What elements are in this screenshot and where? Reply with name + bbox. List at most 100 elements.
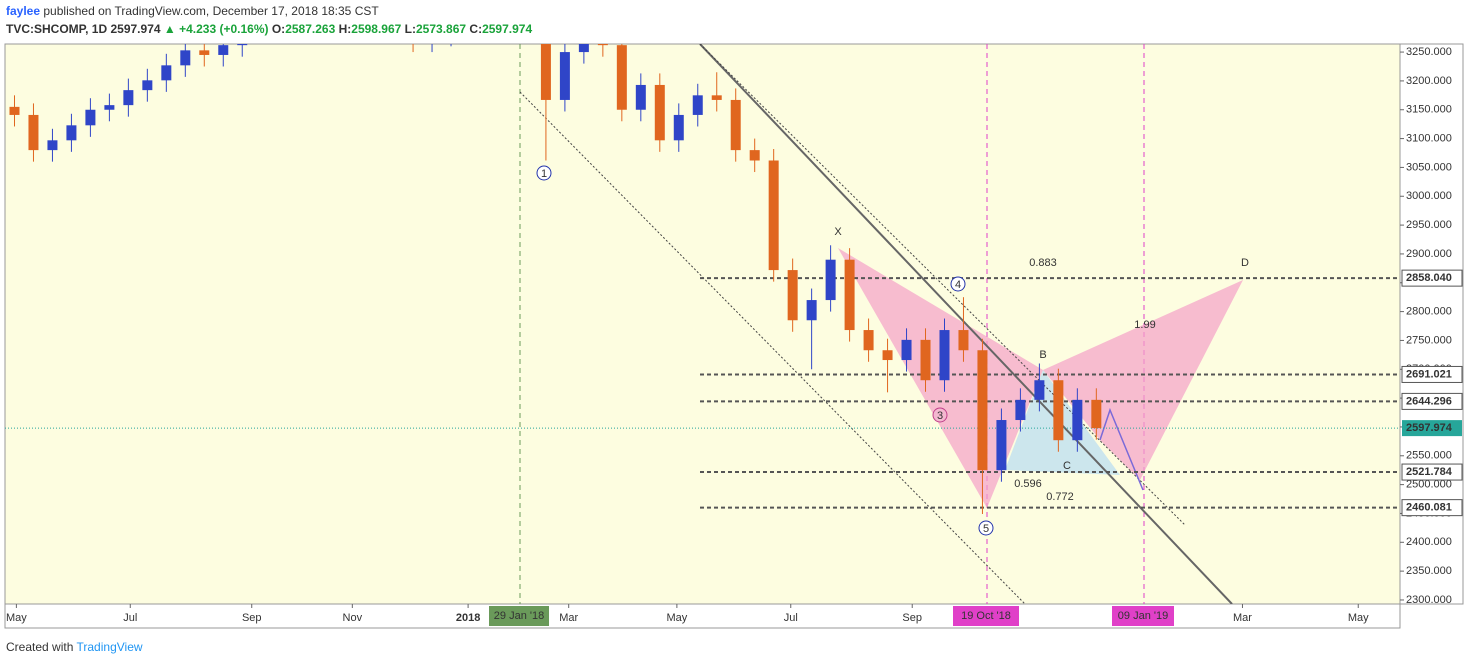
y-tick-label: 2350.000 xyxy=(1406,565,1452,577)
y-tick-label: 3250.000 xyxy=(1406,46,1452,58)
candle-body xyxy=(939,330,950,381)
candle-body xyxy=(616,45,627,110)
pattern-point: B xyxy=(1039,349,1046,361)
candle-body xyxy=(996,420,1007,471)
candle-body xyxy=(1034,380,1045,400)
wave-label: 3 xyxy=(937,410,943,422)
x-tick-label: 2018 xyxy=(456,612,480,624)
pattern-point: D xyxy=(1241,257,1249,269)
channel-line xyxy=(699,44,1233,604)
candle-body xyxy=(123,90,134,106)
current-price-badge xyxy=(1402,420,1462,437)
fib-ratio: 1.99 xyxy=(1134,319,1155,331)
low: 2573.867 xyxy=(416,22,466,36)
annotations: 1 3 4 5 X B C D 0.883 1.99 0.596 0.772 xyxy=(536,165,1249,536)
wave-label: 1 xyxy=(541,168,547,180)
y-tick-label: 2750.000 xyxy=(1406,334,1452,346)
header-line: faylee published on TradingView.com, Dec… xyxy=(6,4,379,18)
x-tick-label: Mar xyxy=(559,612,578,624)
last: 2597.974 xyxy=(110,22,160,36)
date-badge xyxy=(489,606,549,626)
candle-body xyxy=(218,45,229,55)
o-label: O: xyxy=(272,22,285,36)
x-tick-label: May xyxy=(1348,612,1369,624)
pattern-point: C xyxy=(1063,460,1071,472)
date-badge xyxy=(953,606,1019,626)
candle-body xyxy=(958,330,969,351)
candles xyxy=(9,44,1102,515)
candle-body xyxy=(142,80,153,91)
x-tick-label: Sep xyxy=(242,612,262,624)
close: 2597.974 xyxy=(482,22,532,36)
fib-ratio: 0.596 xyxy=(1014,478,1042,490)
candle-body xyxy=(730,99,741,151)
candle-body xyxy=(692,95,703,115)
candle-body xyxy=(844,259,855,331)
channel-line xyxy=(699,44,1186,526)
axes: 2300.0002350.0002400.0002450.0002500.000… xyxy=(6,46,1463,624)
wave-circle xyxy=(978,520,994,536)
candle-body xyxy=(47,140,58,151)
candle-body xyxy=(540,44,551,100)
level-badge xyxy=(1401,392,1463,410)
x-tick-label: Sep xyxy=(902,612,922,624)
level-badge xyxy=(1401,269,1463,287)
candle-body xyxy=(597,44,608,46)
candle-body xyxy=(711,95,722,100)
open: 2587.263 xyxy=(285,22,335,36)
x-tick-label: Mar xyxy=(1233,612,1252,624)
candle-body xyxy=(559,52,570,100)
y-tick-label: 2950.000 xyxy=(1406,219,1452,231)
candle-body xyxy=(977,350,988,471)
candle-body xyxy=(654,84,665,141)
level-label: 2644.296 xyxy=(1406,395,1452,407)
change: ▲ +4.233 (+0.16%) xyxy=(164,22,269,36)
x-tick-label: May xyxy=(666,612,687,624)
wave-circle xyxy=(932,407,948,423)
candle-body xyxy=(901,339,912,361)
candle-body xyxy=(635,84,646,110)
fib-ratio: 0.772 xyxy=(1046,491,1074,503)
author: faylee xyxy=(6,4,40,18)
fib-ratio: 0.883 xyxy=(1029,257,1057,269)
c-label: C: xyxy=(469,22,482,36)
candle-body xyxy=(1053,380,1064,441)
y-tick-label: 3000.000 xyxy=(1406,190,1452,202)
y-tick-label: 3200.000 xyxy=(1406,75,1452,87)
pattern-point: X xyxy=(834,226,842,238)
wave-circle xyxy=(536,165,552,181)
candle-body xyxy=(199,50,210,55)
y-tick-label: 3150.000 xyxy=(1406,104,1452,116)
level-badge xyxy=(1401,499,1463,517)
candle-body xyxy=(104,105,115,110)
time-axis xyxy=(4,603,1401,629)
projection xyxy=(1099,407,1144,491)
high: 2598.967 xyxy=(351,22,401,36)
y-tick-label: 2300.000 xyxy=(1406,594,1452,606)
x-tick-label: Jul xyxy=(123,612,137,624)
wave-label: 4 xyxy=(955,279,961,291)
candle-body xyxy=(161,65,172,81)
symbol: TVC:SHCOMP, 1D xyxy=(6,22,107,36)
candle-body xyxy=(673,114,684,141)
published: published on TradingView.com, December 1… xyxy=(43,4,379,18)
candle-body xyxy=(749,150,760,161)
candle-body xyxy=(85,109,96,126)
date-badge xyxy=(1112,606,1174,626)
y-tick-label: 2400.000 xyxy=(1406,536,1452,548)
candle-body xyxy=(1072,399,1083,441)
level-label: 2691.021 xyxy=(1406,368,1452,380)
current-price-label: 2597.974 xyxy=(1406,422,1453,434)
date-badge-label: 29 Jan '18 xyxy=(494,610,544,622)
candle-body xyxy=(768,160,779,271)
footer-brand: TradingView xyxy=(77,640,143,654)
level-badge xyxy=(1401,365,1463,383)
level-label: 2460.081 xyxy=(1406,502,1452,514)
candle-body xyxy=(1015,399,1026,421)
candle-body xyxy=(180,50,191,66)
price-axis xyxy=(1399,43,1464,605)
y-tick-label: 3050.000 xyxy=(1406,161,1452,173)
candle-body xyxy=(578,44,589,53)
date-badge-label: 19 Oct '18 xyxy=(961,610,1011,622)
